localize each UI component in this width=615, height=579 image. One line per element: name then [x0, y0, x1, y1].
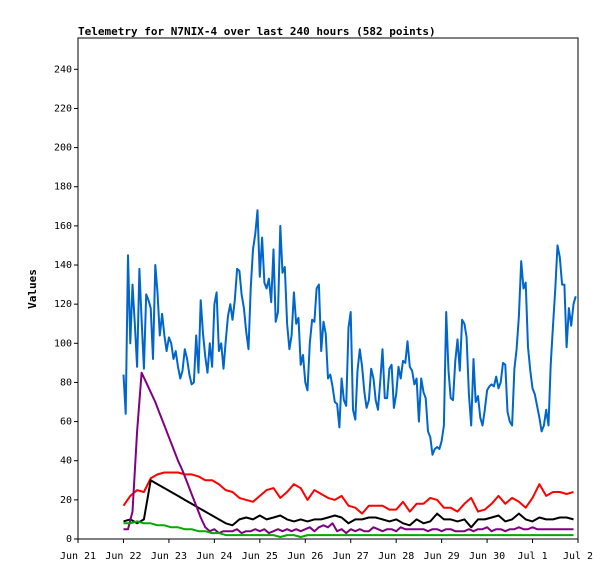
y-tick-label: 40	[60, 456, 72, 467]
x-tick-label: Jun 22	[105, 551, 141, 562]
x-tick-label: Jun 25	[242, 551, 278, 562]
y-axis-label: Values	[26, 269, 39, 309]
series-line-4	[123, 520, 574, 538]
y-tick-label: 180	[54, 182, 72, 193]
x-tick-label: Jun 23	[151, 551, 187, 562]
plot-frame	[77, 37, 579, 540]
series-line-3	[123, 371, 574, 535]
y-tick-label: 0	[66, 534, 72, 545]
y-tick-label: 200	[54, 143, 72, 154]
x-tick-label: Jun 30	[469, 551, 505, 562]
y-tick-label: 60	[60, 417, 72, 428]
series-line-2	[123, 479, 574, 529]
series-line-0	[122, 209, 577, 456]
series-line-1	[122, 471, 574, 515]
x-tick-label: Jun 21	[60, 551, 96, 562]
series-lines	[122, 209, 577, 538]
y-tick-label: 140	[54, 260, 72, 271]
y-tick-label: 80	[60, 377, 72, 388]
y-tick-label: 20	[60, 495, 72, 506]
x-axis-ticks: Jun 21 Jun 22 Jun 23 Jun 24 Jun 25 Jun 26 Jun …	[60, 539, 593, 562]
y-tick-label: 160	[54, 221, 72, 232]
y-tick-label: 100	[54, 338, 72, 349]
x-tick-label: Jun 24	[196, 551, 232, 562]
x-tick-label: Jun 27	[333, 551, 369, 562]
x-tick-label: Jun 28	[378, 551, 414, 562]
chart-title: Telemetry for N7NIX-4 over last 240 hour…	[78, 25, 436, 38]
y-axis-ticks: 0 20 40 60 80 100 120 140 160 180 200 220 240	[54, 64, 78, 545]
x-tick-label: Jun 26	[287, 551, 323, 562]
y-tick-label: 220	[54, 103, 72, 114]
x-tick-label: Jul 1	[517, 551, 547, 562]
x-tick-label: Jul 2	[563, 551, 593, 562]
y-tick-label: 120	[54, 299, 72, 310]
x-tick-label: Jun 29	[424, 551, 460, 562]
y-tick-label: 240	[54, 64, 72, 75]
